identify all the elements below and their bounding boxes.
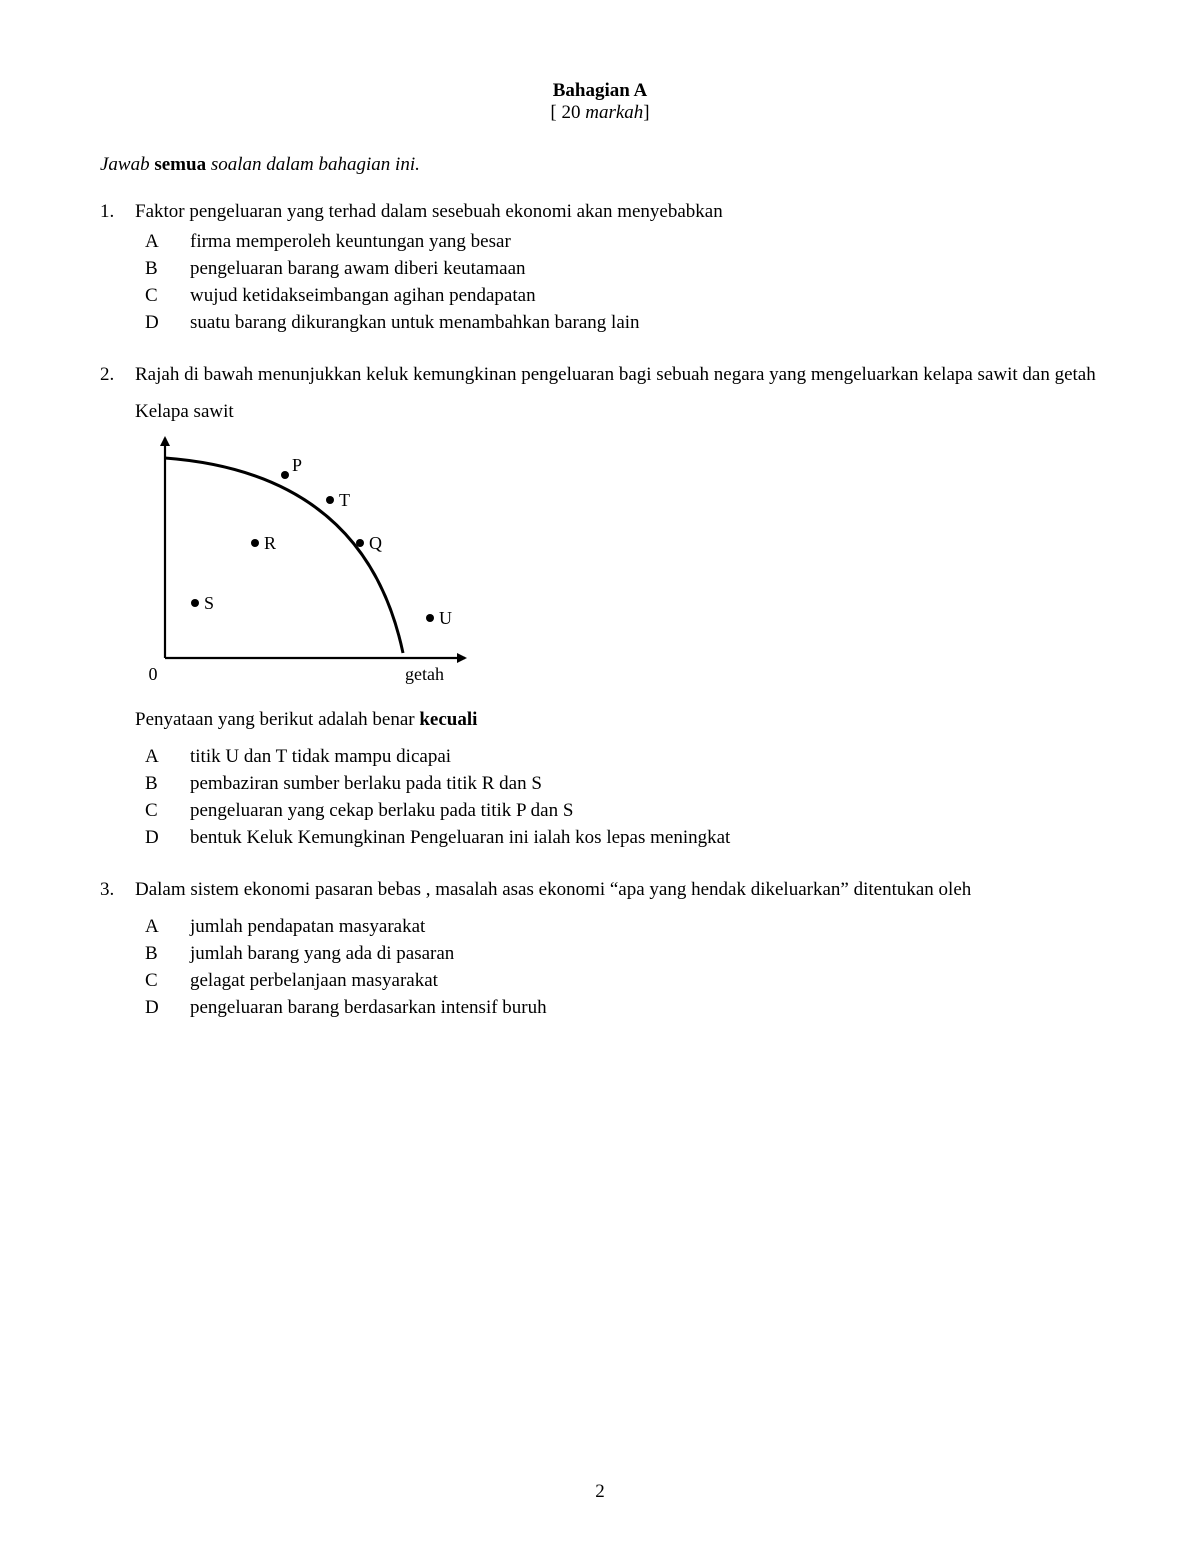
option-letter: D (145, 827, 190, 849)
svg-text:R: R (264, 533, 276, 553)
question-text: Dalam sistem ekonomi pasaran bebas , mas… (135, 879, 1100, 901)
options-list: Ajumlah pendapatan masyarakat Bjumlah ba… (135, 916, 1100, 1019)
option-b: Bpengeluaran barang awam diberi keutamaa… (135, 258, 1100, 280)
question-2: 2. Rajah di bawah menunjukkan keluk kemu… (100, 364, 1100, 849)
option-c: Cpengeluaran yang cekap berlaku pada tit… (135, 800, 1100, 822)
post-chart-text: Penyataan yang berikut adalah benar kecu… (135, 709, 1100, 731)
svg-text:S: S (204, 593, 214, 613)
question-text: Faktor pengeluaran yang terhad dalam ses… (135, 201, 1100, 223)
option-text: pengeluaran barang awam diberi keutamaan (190, 258, 1100, 280)
option-text: bentuk Keluk Kemungkinan Pengeluaran ini… (190, 827, 1100, 849)
ppf-svg: P T R Q S U 0 getah (135, 428, 495, 688)
question-text: Rajah di bawah menunjukkan keluk kemungk… (135, 364, 1100, 386)
option-d: Dpengeluaran barang berdasarkan intensif… (135, 997, 1100, 1019)
option-text: wujud ketidakseimbangan agihan pendapata… (190, 285, 1100, 307)
option-letter: D (145, 997, 190, 1019)
svg-text:getah: getah (405, 664, 444, 684)
option-text: pembaziran sumber berlaku pada titik R d… (190, 773, 1100, 795)
question-1: 1. Faktor pengeluaran yang terhad dalam … (100, 201, 1100, 334)
option-text: jumlah barang yang ada di pasaran (190, 943, 1100, 965)
option-letter: C (145, 285, 190, 307)
option-letter: C (145, 970, 190, 992)
question-number: 2. (100, 364, 114, 386)
option-text: pengeluaran barang berdasarkan intensif … (190, 997, 1100, 1019)
ppf-chart: P T R Q S U 0 getah (135, 428, 1100, 694)
option-letter: B (145, 943, 190, 965)
option-text: jumlah pendapatan masyarakat (190, 916, 1100, 938)
option-a: Atitik U dan T tidak mampu dicapai (135, 746, 1100, 768)
option-letter: A (145, 231, 190, 253)
svg-text:T: T (339, 490, 350, 510)
page: Bahagian A [ 20 markah] Jawab semua soal… (0, 0, 1200, 1553)
instruction-bold: semua (154, 154, 206, 175)
option-text: pengeluaran yang cekap berlaku pada titi… (190, 800, 1100, 822)
marks-word: markah (585, 102, 643, 123)
section-marks: [ 20 markah] (100, 102, 1100, 124)
option-text: firma memperoleh keuntungan yang besar (190, 231, 1100, 253)
post-chart-pre: Penyataan yang berikut adalah benar (135, 709, 419, 730)
option-letter: C (145, 800, 190, 822)
svg-text:U: U (439, 608, 452, 628)
option-letter: B (145, 258, 190, 280)
option-text: gelagat perbelanjaan masyarakat (190, 970, 1100, 992)
options-list: Afirma memperoleh keuntungan yang besar … (135, 231, 1100, 334)
option-letter: A (145, 916, 190, 938)
marks-suffix: ] (643, 102, 649, 123)
option-a: Afirma memperoleh keuntungan yang besar (135, 231, 1100, 253)
option-a: Ajumlah pendapatan masyarakat (135, 916, 1100, 938)
instruction-pre: Jawab (100, 154, 154, 175)
option-letter: B (145, 773, 190, 795)
chart-y-label: Kelapa sawit (135, 401, 1100, 423)
question-3: 3. Dalam sistem ekonomi pasaran bebas , … (100, 879, 1100, 1019)
option-text: titik U dan T tidak mampu dicapai (190, 746, 1100, 768)
question-number: 3. (100, 879, 114, 901)
option-letter: D (145, 312, 190, 334)
options-list: Atitik U dan T tidak mampu dicapai Bpemb… (135, 746, 1100, 849)
instruction-post: soalan dalam bahagian ini. (206, 154, 420, 175)
post-chart-bold: kecuali (419, 709, 477, 730)
section-header: Bahagian A [ 20 markah] (100, 80, 1100, 124)
option-text: suatu barang dikurangkan untuk menambahk… (190, 312, 1100, 334)
instruction: Jawab semua soalan dalam bahagian ini. (100, 154, 1100, 176)
section-title: Bahagian A (100, 80, 1100, 102)
option-d: Dbentuk Keluk Kemungkinan Pengeluaran in… (135, 827, 1100, 849)
option-b: Bjumlah barang yang ada di pasaran (135, 943, 1100, 965)
svg-text:P: P (292, 455, 302, 475)
svg-text:0: 0 (149, 664, 158, 684)
question-number: 1. (100, 201, 114, 223)
svg-text:Q: Q (369, 533, 382, 553)
marks-prefix: [ 20 (550, 102, 585, 123)
option-letter: A (145, 746, 190, 768)
option-b: Bpembaziran sumber berlaku pada titik R … (135, 773, 1100, 795)
page-number: 2 (0, 1481, 1200, 1503)
option-d: Dsuatu barang dikurangkan untuk menambah… (135, 312, 1100, 334)
option-c: Cwujud ketidakseimbangan agihan pendapat… (135, 285, 1100, 307)
option-c: Cgelagat perbelanjaan masyarakat (135, 970, 1100, 992)
